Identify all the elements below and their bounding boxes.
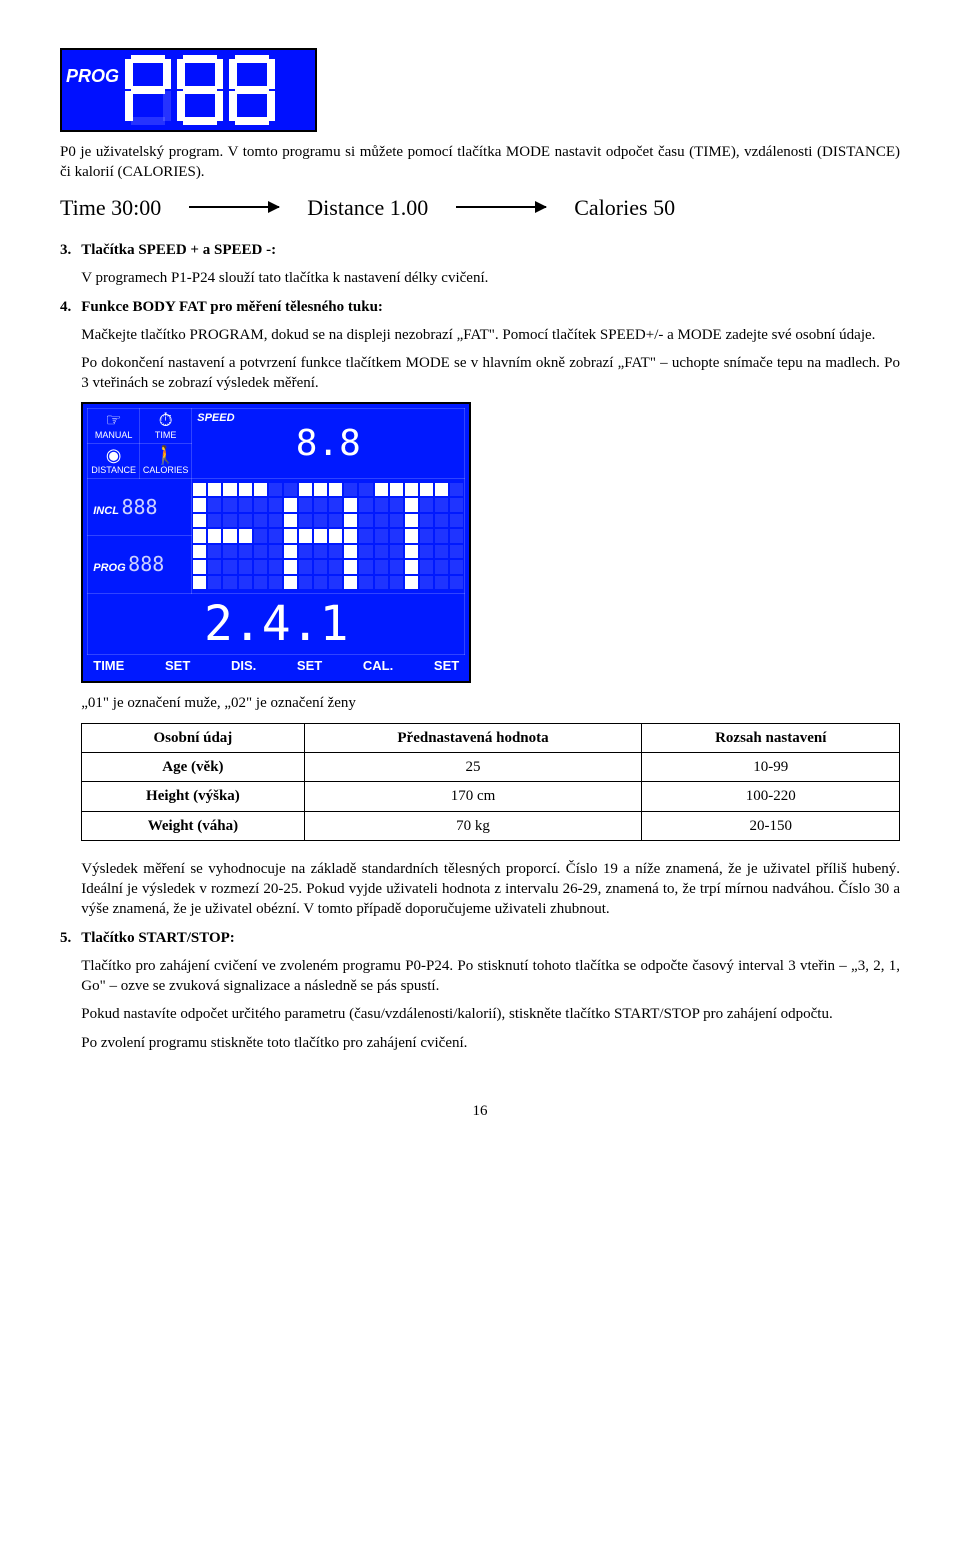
cell-height-label: Height (výška): [82, 782, 304, 811]
arrow-icon: [456, 206, 546, 208]
heart-icon: ♡: [20, 103, 77, 130]
section-4-p2: Po dokončení nastavení a potvrzení funkc…: [81, 353, 900, 394]
bl-dis: DIS.: [231, 657, 256, 675]
table-row: Weight (váha) 70 kg 20-150: [82, 811, 900, 840]
cell-height-range: 100-220: [642, 782, 900, 811]
th-range: Rozsah nastavení: [642, 723, 900, 752]
th-preset: Přednastavená hodnota: [304, 723, 642, 752]
modes-sequence: Time 30:00 Distance 1.00 Calories 50: [60, 193, 900, 223]
mode-distance: Distance 1.00: [307, 193, 428, 223]
distance-icon: ◉: [89, 446, 138, 464]
cell-weight-label: Weight (váha): [82, 811, 304, 840]
bl-set1: SET: [165, 657, 190, 675]
lcd-bottom-row: TIME SET DIS. SET CAL. SET: [87, 655, 465, 677]
table-row: Age (věk) 25 10-99: [82, 753, 900, 782]
table-row: Height (výška) 170 cm 100-220: [82, 782, 900, 811]
speed-seg: 8.8: [193, 426, 463, 462]
section-5-title: Tlačítko START/STOP:: [81, 928, 900, 948]
section-4-num: 4.: [60, 297, 71, 928]
cell-height-preset: 170 cm: [304, 782, 642, 811]
manual-icon: ☞: [89, 411, 138, 429]
calories-icon: 🚶: [141, 446, 190, 464]
section-5-p3: Po zvolení programu stiskněte toto tlačí…: [81, 1033, 900, 1053]
cell-age-preset: 25: [304, 753, 642, 782]
incl-seg: 888: [121, 495, 157, 519]
result-paragraph: Výsledek měření se vyhodnocuje na základ…: [81, 859, 900, 920]
bl-set3: SET: [434, 657, 459, 675]
cell-age-label: Age (věk): [82, 753, 304, 782]
calories-label: CALORIES: [141, 464, 190, 476]
bl-time: TIME: [93, 657, 124, 675]
mode-time: Time 30:00: [60, 193, 161, 223]
section-5-p2: Pokud nastavíte odpočet určitého paramet…: [81, 1004, 900, 1024]
bl-set2: SET: [297, 657, 322, 675]
progb-seg: 888: [128, 552, 164, 576]
page-number: 16: [60, 1101, 900, 1121]
gender-note: „01" je označení muže, „02" je označení …: [81, 693, 900, 713]
prog-label: PROG: [66, 64, 119, 88]
mode-calories: Calories 50: [574, 193, 675, 223]
cell-weight-range: 20-150: [642, 811, 900, 840]
section-5-num: 5.: [60, 928, 71, 1061]
settings-table: Osobní údaj Přednastavená hodnota Rozsah…: [81, 723, 900, 841]
time-icon: ⏱: [141, 411, 190, 429]
manual-label: MANUAL: [89, 429, 138, 441]
progb-label: PROG: [89, 562, 125, 574]
section-3-body: V programech P1-P24 slouží tato tlačítka…: [81, 268, 900, 288]
bl-cal: CAL.: [363, 657, 393, 675]
dot-matrix-fat: [193, 483, 463, 589]
intro-paragraph: P0 je uživatelský program. V tomto progr…: [60, 142, 900, 183]
cell-age-range: 10-99: [642, 753, 900, 782]
incl-label: INCL: [89, 505, 119, 517]
section-3-title: Tlačítka SPEED + a SPEED -:: [81, 240, 900, 260]
section-3-num: 3.: [60, 240, 71, 297]
big-seg-value: 2.4.1: [89, 600, 463, 648]
section-5-p1: Tlačítko pro zahájení cvičení ve zvolené…: [81, 956, 900, 997]
arrow-icon: [189, 206, 279, 208]
section-4-title: Funkce BODY FAT pro měření tělesného tuk…: [81, 297, 900, 317]
th-param: Osobní údaj: [82, 723, 304, 752]
time-label: TIME: [141, 429, 190, 441]
distance-label: DISTANCE: [89, 464, 138, 476]
lcd-fat-display: ☞MANUAL ⏱TIME SPEED 8.8 ◉DISTANCE 🚶CALOR…: [81, 402, 471, 683]
cell-weight-preset: 70 kg: [304, 811, 642, 840]
lcd-prog-small: PROG ♡: [60, 48, 317, 132]
big-seg-digits: 2.4.1: [204, 600, 349, 648]
section-4-p1: Mačkejte tlačítko PROGRAM, dokud se na d…: [81, 325, 900, 345]
seven-seg-digits: [125, 55, 275, 125]
